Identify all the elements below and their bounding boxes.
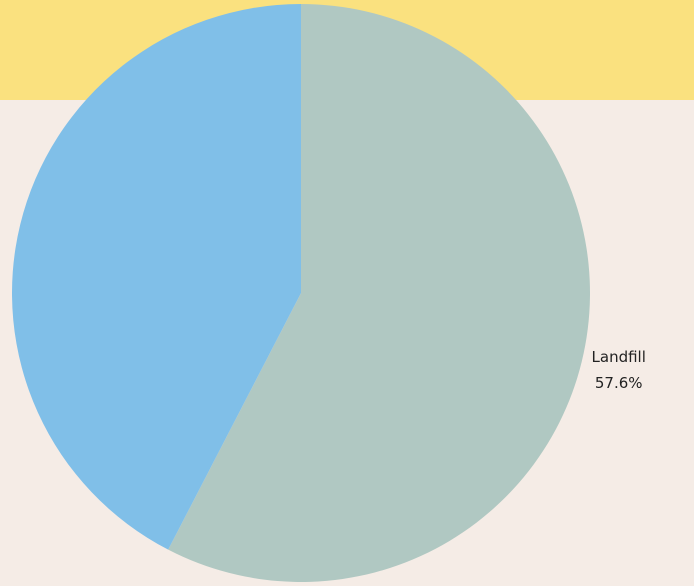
slice-label: Landfill	[592, 348, 646, 366]
pie-slice	[11, 4, 301, 550]
pie-slice	[168, 4, 590, 582]
slice-value-label: 57.6%	[595, 374, 643, 392]
